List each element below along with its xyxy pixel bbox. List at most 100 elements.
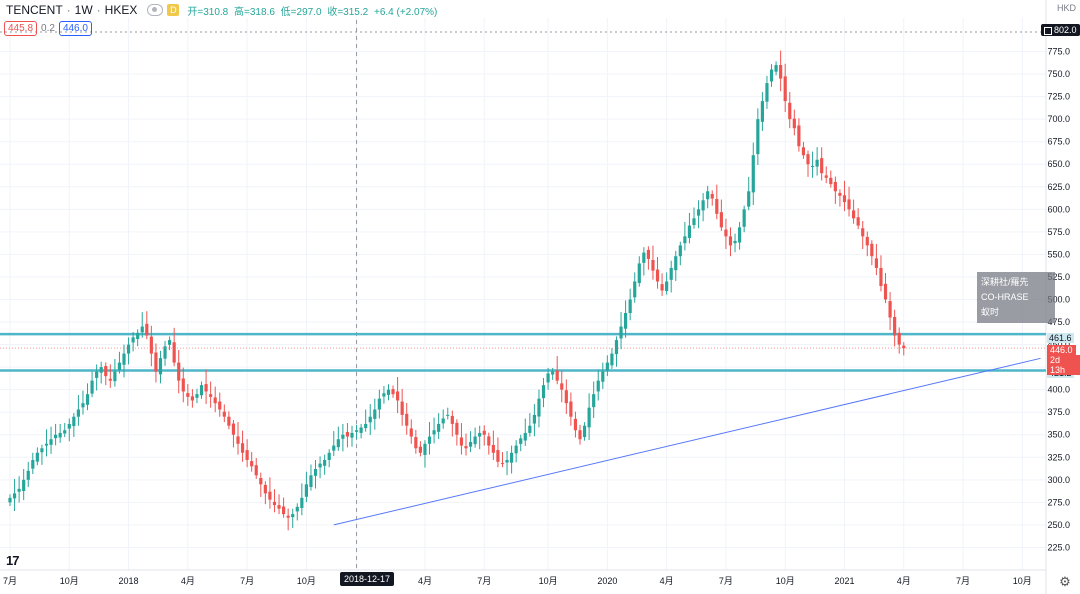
candle-body <box>364 423 368 429</box>
candle-body <box>628 299 632 314</box>
y-tick-label: 275.0 <box>1047 497 1070 507</box>
candle-body <box>514 445 518 454</box>
x-tick-label: 7月 <box>240 576 254 586</box>
candle-body <box>186 393 190 397</box>
candle-body <box>95 371 99 378</box>
candle-body <box>482 430 486 435</box>
candle-body <box>277 505 281 509</box>
candle-body <box>614 340 619 355</box>
candle-body <box>610 353 614 366</box>
y-tick-label: 250.0 <box>1047 520 1070 530</box>
candle-body <box>555 370 559 381</box>
candle-body <box>8 497 12 503</box>
candle-body <box>468 441 473 447</box>
candle-body <box>12 493 17 499</box>
crosshair-date-label: 2018-12-17 <box>340 572 395 586</box>
candle-body <box>104 366 108 377</box>
candle-body <box>578 430 582 440</box>
x-tick-label: 2018 <box>119 576 139 586</box>
candle-body <box>651 259 655 271</box>
buy-price-box[interactable]: 446.0 <box>58 21 92 36</box>
spread-value: 0.2 <box>41 23 55 34</box>
currency-label[interactable]: HKD <box>1057 3 1077 13</box>
candle-body <box>117 362 122 371</box>
candle-body <box>692 218 696 226</box>
y-tick-label: 450.0 <box>1047 340 1070 350</box>
candle-body <box>231 423 236 435</box>
y-tick-label: 775.0 <box>1047 47 1070 57</box>
candle-body <box>464 446 468 449</box>
candle-body <box>213 397 217 404</box>
y-tick-label: 500.0 <box>1047 294 1070 304</box>
open-value: 开=310.8 <box>187 6 229 18</box>
candle-body <box>304 484 308 497</box>
x-tick-label: 4月 <box>181 576 195 586</box>
candle-body <box>619 326 623 339</box>
hline-label-upper: 461.6 <box>1047 333 1074 343</box>
candle-body <box>131 337 135 343</box>
candle-body <box>496 450 500 462</box>
x-tick-label: 7月 <box>719 576 733 586</box>
candle-body <box>760 101 764 122</box>
candle-body <box>313 469 318 476</box>
data-badge: D <box>167 4 180 16</box>
candle-body <box>774 65 778 72</box>
candle-body <box>427 436 432 444</box>
candle-body <box>856 217 860 226</box>
candle-body <box>377 398 381 410</box>
candle-body <box>423 443 427 455</box>
gear-icon[interactable]: ⚙ <box>1059 574 1071 589</box>
candle-body <box>318 463 322 468</box>
trendline <box>333 357 1041 526</box>
candle-body <box>642 252 646 263</box>
candle-body <box>400 401 404 415</box>
candle-body <box>336 439 340 448</box>
candle-body <box>254 465 258 476</box>
candle-body <box>852 210 856 219</box>
x-tick-label: 7月 <box>3 576 17 586</box>
candle-body <box>414 437 418 449</box>
candle-body <box>592 394 596 408</box>
candle-body <box>323 459 327 466</box>
candle-body <box>738 227 742 243</box>
candle-body <box>788 102 792 120</box>
interval-label[interactable]: 1W <box>74 3 93 17</box>
candle-body <box>824 175 828 178</box>
candle-body <box>510 452 514 463</box>
candle-body <box>158 358 163 375</box>
candle-body <box>874 258 878 268</box>
symbol-label[interactable]: TENCENT <box>6 3 63 17</box>
candle-body <box>660 284 664 291</box>
candle-body <box>31 459 35 469</box>
candle-body <box>473 436 477 445</box>
candle-body <box>810 166 815 168</box>
x-tick-label: 2021 <box>834 576 854 586</box>
candle-body <box>272 501 277 506</box>
sell-price-box[interactable]: 445.8 <box>4 21 38 36</box>
candle-body <box>44 443 49 446</box>
visibility-eye-icon[interactable] <box>147 4 164 16</box>
candle-body <box>715 199 719 214</box>
candle-body <box>405 413 409 426</box>
candle-body <box>820 158 824 174</box>
candle-body <box>409 428 413 437</box>
candle-body <box>168 340 172 345</box>
candle-body <box>245 450 249 460</box>
candle-body <box>373 409 377 419</box>
candle-body <box>601 371 605 382</box>
candle-body <box>209 394 213 397</box>
candle-body <box>706 191 710 200</box>
x-tick-label: 7月 <box>956 576 970 586</box>
candle-body <box>136 332 140 339</box>
candle-body <box>327 452 331 460</box>
y-tick-label: 750.0 <box>1047 69 1070 79</box>
x-tick-label: 10月 <box>297 576 316 586</box>
low-value: 低=297.0 <box>280 6 322 18</box>
candle-body <box>500 462 505 464</box>
candle-body <box>85 394 90 405</box>
candle-body <box>354 430 359 432</box>
candle-body <box>108 378 112 381</box>
candle-body <box>26 470 30 480</box>
tooltip-line: 深耕社/羅先 <box>981 277 1029 287</box>
